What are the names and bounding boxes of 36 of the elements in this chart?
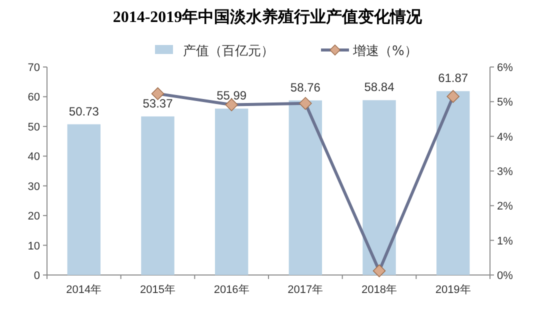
- legend-label: 增速（%）: [352, 44, 418, 59]
- bar: [214, 108, 248, 275]
- y-tick-label: 40: [28, 151, 40, 164]
- y2-tick-label: 2%: [497, 200, 514, 213]
- y2-tick-label: 3%: [497, 166, 514, 178]
- x-tick-label: 2015年: [140, 284, 176, 296]
- x-tick-label: 2019年: [435, 284, 471, 296]
- bar: [67, 124, 101, 275]
- y-tick-label: 60: [28, 92, 40, 104]
- y2-tick-label: 0%: [497, 270, 514, 282]
- chart-title: 2014-2019年中国淡水养殖行业产值变化情况: [112, 7, 424, 26]
- y-tick-label: 0: [34, 270, 40, 282]
- x-tick-label: 2017年: [288, 284, 324, 296]
- bar: [141, 116, 174, 275]
- x-tick-label: 2016年: [214, 284, 250, 296]
- data-label: 58.76: [290, 80, 321, 94]
- y2-tick-label: 4%: [497, 131, 514, 144]
- data-label: 55.99: [216, 88, 247, 103]
- y-tick-label: 20: [28, 210, 40, 223]
- y-tick-label: 30: [28, 180, 40, 193]
- y-tick-label: 10: [28, 240, 40, 252]
- x-tick-label: 2014年: [66, 284, 102, 296]
- data-label: 61.87: [438, 71, 468, 86]
- y2-tick-label: 6%: [497, 62, 514, 74]
- y2-tick-label: 1%: [497, 235, 514, 248]
- data-label: 50.73: [68, 104, 100, 118]
- data-label: 58.84: [364, 80, 395, 94]
- x-tick-label: 2018年: [362, 284, 397, 296]
- legend-label: 产值（百亿元）: [183, 44, 274, 59]
- bar: [362, 100, 396, 275]
- y-tick-label: 50: [28, 121, 40, 134]
- bar: [288, 100, 322, 275]
- bar: [436, 91, 470, 275]
- y-tick-label: 70: [28, 62, 40, 74]
- y2-tick-label: 5%: [497, 96, 514, 109]
- data-label: 53.37: [142, 96, 174, 110]
